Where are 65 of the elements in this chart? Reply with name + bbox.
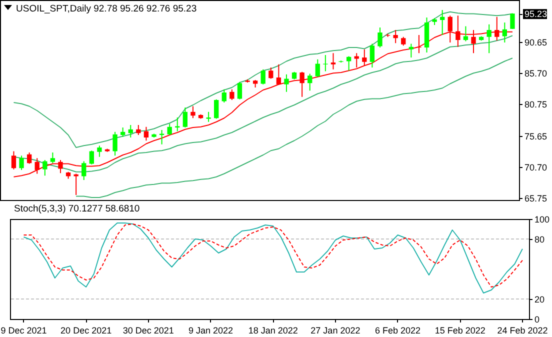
candlestick <box>214 98 219 120</box>
y-tick-label: 80 <box>534 234 545 244</box>
candlestick <box>378 27 382 48</box>
candlestick <box>19 155 24 170</box>
candlestick <box>370 43 375 68</box>
candlestick <box>502 22 508 43</box>
candlestick <box>222 88 226 103</box>
candlestick <box>300 71 304 98</box>
candlestick <box>136 124 141 136</box>
x-tick-label: 15 Feb 2022 <box>434 326 486 336</box>
candlestick <box>354 52 359 68</box>
x-tick-label: 27 Jan 2022 <box>310 326 360 336</box>
candlestick <box>82 160 86 180</box>
candlestick <box>268 67 274 80</box>
candlestick <box>182 107 188 128</box>
candlestick <box>167 123 172 136</box>
y-tick-label: 80.75 <box>524 100 548 110</box>
candlestick <box>190 106 196 119</box>
candlestick <box>112 131 118 156</box>
candlestick <box>260 68 266 85</box>
candlestick <box>97 145 102 158</box>
candlestick <box>58 160 63 174</box>
y-tick-label: 20 <box>534 294 545 304</box>
candlestick <box>276 64 282 86</box>
candlestick <box>393 30 398 44</box>
candlestick <box>486 24 492 54</box>
candlestick <box>89 150 94 165</box>
chart-title: Stoch(5,3,3) 70.1277 58.6810 <box>14 204 140 214</box>
x-tick-label: 30 Dec 2021 <box>122 326 174 336</box>
x-tick-label: 18 Jan 2022 <box>248 326 298 336</box>
candlestick <box>11 150 16 170</box>
candlestick <box>144 126 149 142</box>
candlestick <box>230 88 234 100</box>
candlestick <box>206 111 211 122</box>
candlestick <box>26 152 32 164</box>
y-tick-label: 65.75 <box>524 193 548 204</box>
candlestick <box>308 73 312 92</box>
candlestick <box>362 48 367 66</box>
candlestick <box>237 81 242 100</box>
candlestick <box>74 173 78 196</box>
candlestick <box>42 160 48 176</box>
candlestick <box>128 124 133 138</box>
y-tick-label: 0 <box>534 314 540 324</box>
line-series <box>76 58 513 198</box>
candlestick <box>315 58 320 78</box>
chart-title: USOIL_SPT,Daily 92.78 95.26 92.76 95.23 <box>16 4 197 14</box>
candlestick <box>50 152 56 164</box>
candlestick <box>284 74 289 92</box>
candlestick <box>330 52 336 70</box>
x-tick-label: 20 Dec 2021 <box>60 326 112 336</box>
candlestick <box>34 158 40 174</box>
y-tick-label: 70.70 <box>524 162 548 172</box>
candlestick <box>463 26 468 42</box>
x-tick-label: 24 Feb 2022 <box>497 326 548 336</box>
candlestick <box>440 10 445 36</box>
x-tick-label: 6 Feb 2022 <box>375 326 421 336</box>
candlestick <box>408 43 414 58</box>
y-tick-label: 85.70 <box>524 68 548 79</box>
y-tick-label: 90.65 <box>524 38 548 48</box>
candlestick <box>346 56 352 72</box>
x-tick-label: 9 Jan 2022 <box>188 326 234 336</box>
y-tick-label: 100 <box>534 214 550 224</box>
y-tick-label: 75.65 <box>524 131 548 142</box>
candlestick <box>120 127 126 138</box>
x-tick-label: 9 Dec 2021 <box>0 326 47 336</box>
